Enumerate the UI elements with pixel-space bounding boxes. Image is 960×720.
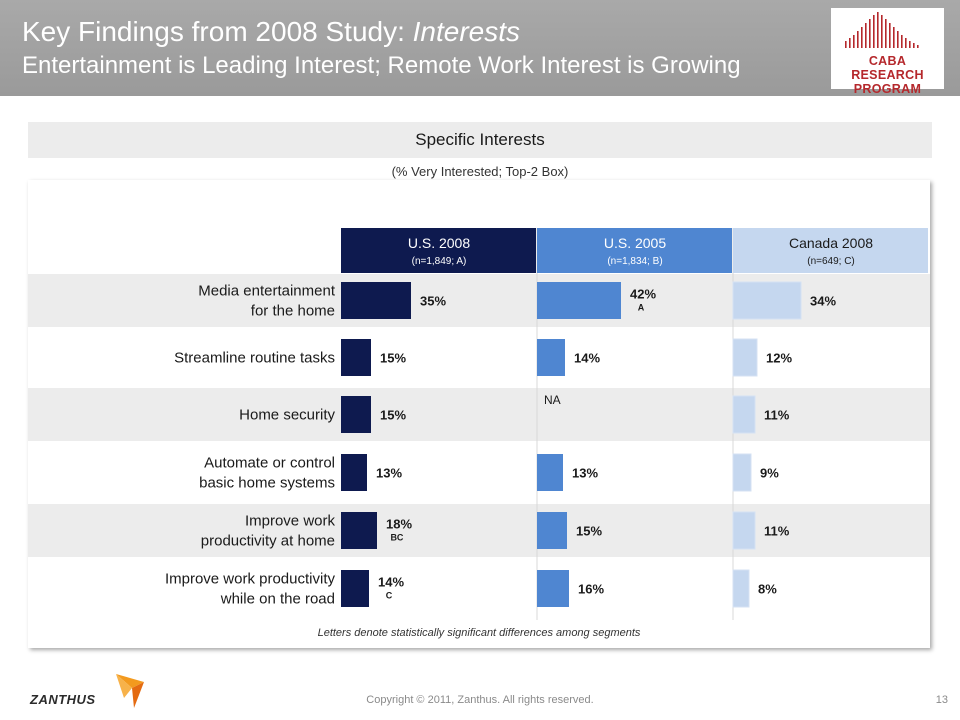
zanthus-logo-text: ZANTHUS	[30, 692, 96, 707]
data-label: 14%	[378, 575, 404, 590]
bar	[732, 281, 802, 320]
category-label: Improve work	[245, 513, 336, 530]
bar	[341, 396, 371, 433]
bar	[341, 512, 377, 549]
data-label: 16%	[578, 582, 604, 597]
header-bar: Key Findings from 2008 Study: Interests …	[0, 0, 960, 96]
data-label: NA	[544, 393, 561, 407]
data-label: 8%	[758, 582, 777, 597]
series-header	[733, 228, 928, 273]
significance-letter: BC	[390, 533, 403, 543]
page-subtitle: Entertainment is Leading Interest; Remot…	[22, 52, 741, 79]
series-header	[537, 228, 732, 273]
bar	[732, 395, 756, 434]
page-number: 13	[935, 694, 948, 706]
significance-letter: C	[386, 591, 393, 601]
bar	[341, 282, 411, 319]
category-label: Improve work productivity	[165, 571, 336, 588]
series-name: Canada 2008	[789, 235, 873, 251]
data-label: 15%	[380, 351, 406, 366]
category-label: productivity at home	[201, 533, 335, 550]
bar	[341, 339, 371, 376]
series-name: U.S. 2008	[408, 235, 470, 251]
series-sample-size: (n=1,834; B)	[607, 256, 662, 267]
series-name: U.S. 2005	[604, 235, 666, 251]
series-sample-size: (n=1,849; A)	[412, 256, 467, 267]
data-label: 35%	[420, 294, 446, 309]
data-label: 34%	[810, 294, 836, 309]
bar	[537, 282, 621, 319]
category-label: basic home systems	[199, 475, 335, 492]
data-label: 15%	[380, 408, 406, 423]
bar	[732, 511, 756, 550]
data-label: 13%	[572, 466, 598, 481]
bar	[537, 570, 569, 607]
category-label: for the home	[251, 303, 335, 320]
bar	[537, 454, 563, 491]
data-label: 15%	[576, 524, 602, 539]
caba-logo-text: CABA RESEARCH PROGRAM	[851, 54, 924, 96]
data-label: 42%	[630, 287, 656, 302]
category-label: while on the road	[220, 591, 335, 608]
category-label: Streamline routine tasks	[174, 350, 335, 367]
data-label: 14%	[574, 351, 600, 366]
significance-letter: A	[638, 303, 645, 313]
row-stripe	[28, 504, 930, 557]
chart-subtitle: (% Very Interested; Top-2 Box)	[391, 164, 569, 179]
bar	[537, 512, 567, 549]
category-label: Home security	[239, 407, 335, 424]
section-title: Specific Interests	[415, 130, 545, 149]
zanthus-logo-icon	[116, 674, 144, 708]
caba-logo-graphic	[845, 12, 919, 48]
row-stripe	[28, 388, 930, 441]
caba-logo: CABA RESEARCH PROGRAM	[831, 8, 944, 96]
bar	[732, 338, 758, 377]
category-label: Media entertainment	[198, 283, 336, 300]
page-title: Key Findings from 2008 Study: Interests	[22, 16, 521, 47]
category-label: Automate or control	[204, 455, 335, 472]
copyright: Copyright © 2011, Zanthus. All rights re…	[366, 694, 594, 706]
data-label: 9%	[760, 466, 779, 481]
bar	[732, 453, 752, 492]
data-label: 11%	[764, 524, 790, 539]
bar	[732, 569, 750, 608]
data-label: 12%	[766, 351, 792, 366]
section-header: Specific Interests	[28, 122, 932, 158]
bar	[537, 339, 565, 376]
bar	[341, 454, 367, 491]
bar	[341, 570, 369, 607]
footnote: Letters denote statistically significant…	[317, 627, 641, 639]
series-header	[341, 228, 536, 273]
series-sample-size: (n=649; C)	[807, 256, 855, 267]
data-label: 13%	[376, 466, 402, 481]
data-label: 18%	[386, 517, 412, 532]
data-label: 11%	[764, 408, 790, 423]
